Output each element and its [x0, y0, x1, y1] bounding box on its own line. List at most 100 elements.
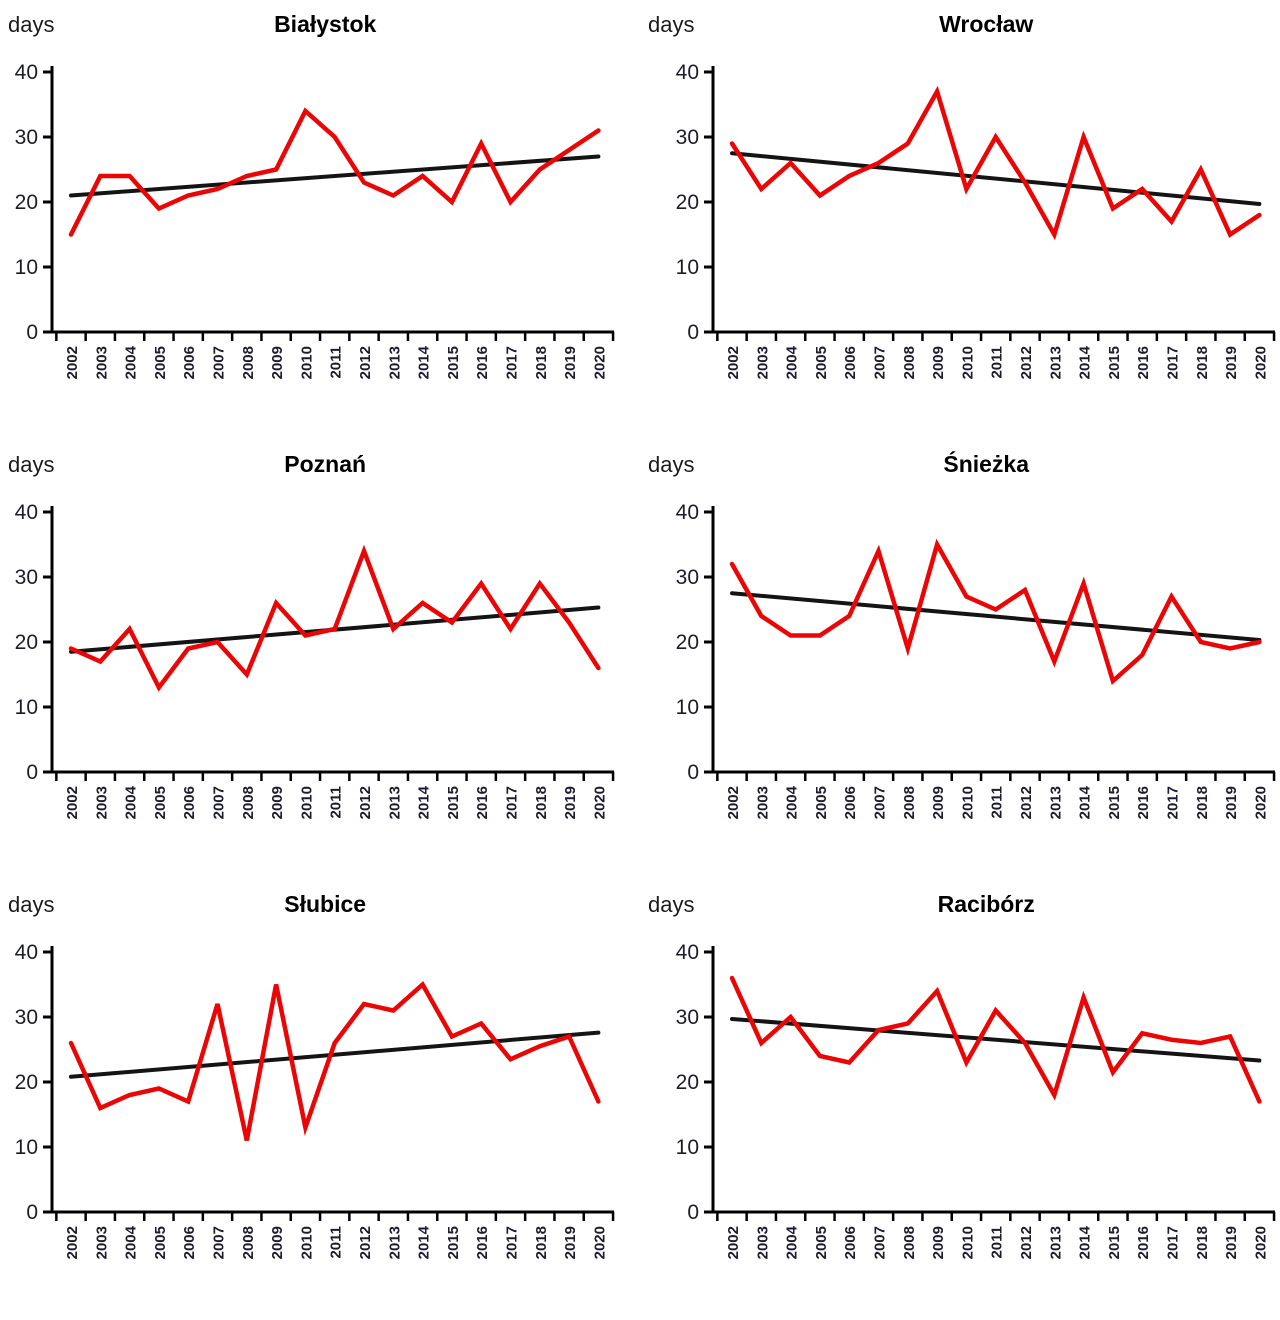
- x-tick-label: 2017: [504, 346, 521, 379]
- x-tick-label: 2005: [152, 346, 169, 379]
- x-tick-label: 2010: [298, 1226, 315, 1259]
- x-tick-label: 2003: [754, 1226, 771, 1259]
- x-tick-label: 2003: [754, 786, 771, 819]
- x-tick-label: 2008: [240, 1226, 257, 1259]
- x-tick-label: 2011: [328, 786, 345, 819]
- x-tick-label: 2005: [152, 786, 169, 819]
- x-tick-label: 2004: [123, 1225, 140, 1259]
- x-tick-label: 2019: [562, 1226, 579, 1259]
- y-tick-label: 0: [26, 761, 38, 784]
- chart-svg-sniezka: days Śnieżka 0 10 20 30 40 2002 2003 2004 2005 2006…: [648, 450, 1276, 819]
- x-tick-label: 2014: [416, 1225, 433, 1259]
- x-tick-label: 2019: [1223, 786, 1240, 819]
- series-line: [729, 975, 1262, 1104]
- x-tick-label: 2004: [784, 1225, 801, 1259]
- x-tick-label: 2014: [416, 785, 433, 819]
- x-tick-label: 2010: [298, 346, 315, 379]
- x-tick-label: 2012: [1018, 786, 1035, 819]
- x-tick-label: 2005: [813, 346, 830, 379]
- series-line: [729, 85, 1262, 241]
- x-tick-label: 2006: [842, 786, 859, 819]
- x-tick-label: 2007: [872, 786, 889, 819]
- y-tick-label: 0: [26, 321, 38, 344]
- x-tick-label: 2002: [725, 1226, 742, 1259]
- x-tick-label: 2006: [842, 346, 859, 379]
- x-tick-label: 2020: [1252, 346, 1269, 379]
- x-tick-label: 2008: [240, 786, 257, 819]
- x-tick-label: 2016: [1135, 1226, 1152, 1259]
- chart-title: Słubice: [284, 891, 366, 917]
- x-tick-label: 2002: [725, 786, 742, 819]
- x-tick-label: 2019: [562, 346, 579, 379]
- chart-title: Poznań: [284, 451, 366, 477]
- x-tick-label: 2015: [445, 786, 462, 819]
- x-tick-label: 2009: [269, 346, 286, 379]
- y-tick-label: 0: [687, 761, 699, 784]
- x-tick-label: 2008: [901, 1226, 918, 1259]
- chart-panel-wroclaw: days Wrocław 0 10 20 30 40 2002 2003 2004 2005 2006…: [640, 0, 1280, 440]
- chart-panel-raciborz: days Racibórz 0 10 20 30 40 2002 2003 2004 2005 200…: [640, 880, 1280, 1320]
- x-tick-label: 2012: [1018, 1226, 1035, 1259]
- y-axis-unit-label: days: [8, 892, 54, 917]
- y-tick-label: 40: [15, 61, 38, 84]
- x-tick-label: 2016: [474, 1226, 491, 1259]
- y-tick-label: 30: [15, 566, 38, 589]
- x-tick-label: 2005: [813, 786, 830, 819]
- x-tick-label: 2011: [989, 346, 1006, 379]
- x-tick-label: 2018: [1194, 1226, 1211, 1259]
- chart-panel-slubice: days Słubice 0 10 20 30 40 2002 2003 2004 2005 2006…: [0, 880, 640, 1320]
- y-tick-label: 40: [676, 941, 699, 964]
- trend-line: [730, 1016, 1262, 1063]
- chart-panel-sniezka: days Śnieżka 0 10 20 30 40 2002 2003 2004 2005 2006…: [640, 440, 1280, 880]
- y-axis-unit-label: days: [8, 12, 54, 37]
- x-tick-label: 2017: [1165, 346, 1182, 379]
- trend-line: [730, 591, 1262, 643]
- y-axis-unit-label: days: [648, 892, 694, 917]
- y-tick-label: 10: [676, 256, 699, 279]
- chart-title: Białystok: [274, 11, 376, 37]
- y-tick-label: 10: [15, 256, 38, 279]
- y-tick-label: 20: [676, 191, 699, 214]
- y-tick-label: 40: [15, 501, 38, 524]
- x-tick-label: 2002: [64, 346, 81, 379]
- charts-grid: days Białystok 0 10 20 30 40 2002 2003 2004 2005 20…: [8, 0, 1280, 1259]
- y-tick-label: 40: [15, 941, 38, 964]
- x-tick-label: 2002: [64, 1226, 81, 1259]
- trend-line: [69, 1030, 601, 1079]
- x-tick-label: 2015: [1106, 786, 1123, 819]
- y-tick-label: 0: [687, 321, 699, 344]
- x-tick-label: 2013: [1047, 346, 1064, 379]
- y-tick-label: 0: [687, 1201, 699, 1224]
- x-tick-label: 2018: [1194, 346, 1211, 379]
- chart-title: Racibórz: [938, 891, 1035, 917]
- x-tick-label: 2018: [533, 1226, 550, 1259]
- series-line: [68, 107, 601, 237]
- x-tick-label: 2015: [1106, 346, 1123, 379]
- y-tick-label: 20: [15, 191, 38, 214]
- y-axis-unit-label: days: [648, 452, 694, 477]
- x-tick-label: 2020: [591, 1226, 608, 1259]
- x-tick-label: 2010: [959, 1226, 976, 1259]
- chart-svg-bialystok: days Białystok 0 10 20 30 40 2002 2003 2004 2005 20…: [8, 11, 615, 379]
- x-tick-label: 2006: [181, 346, 198, 379]
- x-tick-label: 2009: [269, 1226, 286, 1259]
- x-tick-label: 2013: [386, 786, 403, 819]
- x-tick-label: 2012: [357, 1226, 374, 1259]
- x-tick-label: 2014: [1077, 345, 1094, 379]
- y-axis-unit-label: days: [648, 12, 694, 37]
- y-tick-label: 0: [26, 1201, 38, 1224]
- x-tick-label: 2011: [328, 346, 345, 379]
- x-tick-label: 2007: [872, 1226, 889, 1259]
- x-tick-label: 2018: [533, 786, 550, 819]
- x-tick-label: 2015: [445, 1226, 462, 1259]
- x-tick-label: 2007: [872, 346, 889, 379]
- x-tick-label: 2020: [591, 786, 608, 819]
- series-line: [68, 980, 601, 1141]
- series-line: [729, 538, 1262, 686]
- x-tick-label: 2005: [813, 1226, 830, 1259]
- x-tick-label: 2013: [1047, 1226, 1064, 1259]
- x-tick-label: 2015: [445, 346, 462, 379]
- x-tick-label: 2007: [211, 346, 228, 379]
- x-tick-label: 2017: [1165, 786, 1182, 819]
- x-tick-label: 2019: [562, 786, 579, 819]
